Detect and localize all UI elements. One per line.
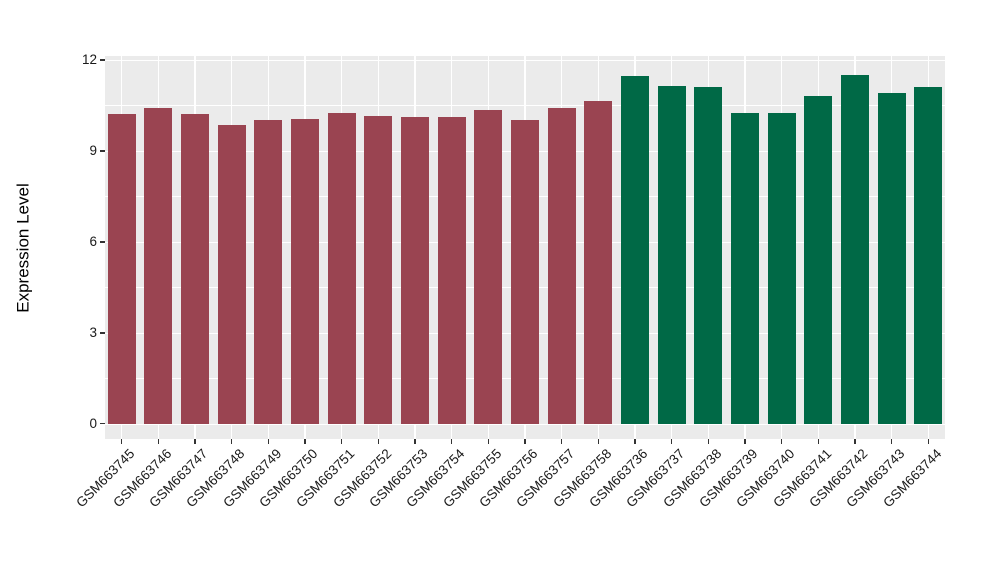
y-tick-label: 0 [89, 415, 97, 431]
x-tick-mark [560, 439, 563, 444]
x-tick-mark [487, 439, 490, 444]
y-tick-mark [99, 331, 105, 334]
bar [511, 120, 539, 424]
x-tick-mark [414, 439, 416, 444]
x-tick-mark [157, 439, 160, 444]
bar [327, 112, 356, 424]
x-tick-mark [670, 439, 673, 444]
x-tick-mark [744, 439, 746, 444]
x-tick-mark [854, 439, 856, 444]
bar [364, 115, 393, 424]
x-tick-mark [707, 439, 710, 444]
x-tick-mark [194, 439, 196, 444]
bar [804, 96, 833, 424]
x-tick-mark [524, 439, 526, 444]
x-tick-mark [120, 439, 123, 444]
x-tick-mark [597, 439, 600, 444]
bar [694, 87, 723, 424]
bar [474, 109, 503, 424]
x-tick-mark [377, 439, 380, 444]
x-tick-mark [890, 439, 893, 444]
bar [217, 124, 246, 424]
plot-panel [105, 56, 945, 439]
bar [107, 114, 136, 424]
bar [620, 76, 649, 424]
bar [181, 114, 210, 424]
bar [840, 74, 869, 424]
x-tick-mark [340, 439, 343, 444]
x-tick-mark [817, 439, 820, 444]
y-tick-label: 12 [81, 51, 97, 67]
y-tick-mark [99, 240, 105, 243]
bar [877, 93, 906, 424]
bar [730, 112, 759, 424]
x-tick-mark [780, 439, 783, 444]
y-tick-label: 9 [89, 142, 97, 158]
x-tick-mark [267, 439, 270, 444]
x-tick-mark [634, 439, 636, 444]
y-tick-label: 6 [89, 233, 97, 249]
x-tick-mark [450, 439, 453, 444]
bar [437, 117, 466, 424]
bar [254, 120, 283, 424]
bar [584, 100, 613, 424]
y-tick-mark [99, 149, 105, 152]
y-tick-mark [99, 58, 105, 61]
bar [657, 85, 686, 424]
bar [547, 108, 576, 424]
y-tick-mark [99, 422, 105, 425]
bar [291, 118, 320, 424]
bar [767, 112, 796, 424]
bar [401, 117, 429, 424]
x-tick-mark [927, 439, 930, 444]
x-tick-mark [304, 439, 306, 444]
bar [144, 108, 173, 424]
bar [914, 87, 943, 424]
x-tick-mark [230, 439, 233, 444]
y-tick-label: 3 [89, 324, 97, 340]
